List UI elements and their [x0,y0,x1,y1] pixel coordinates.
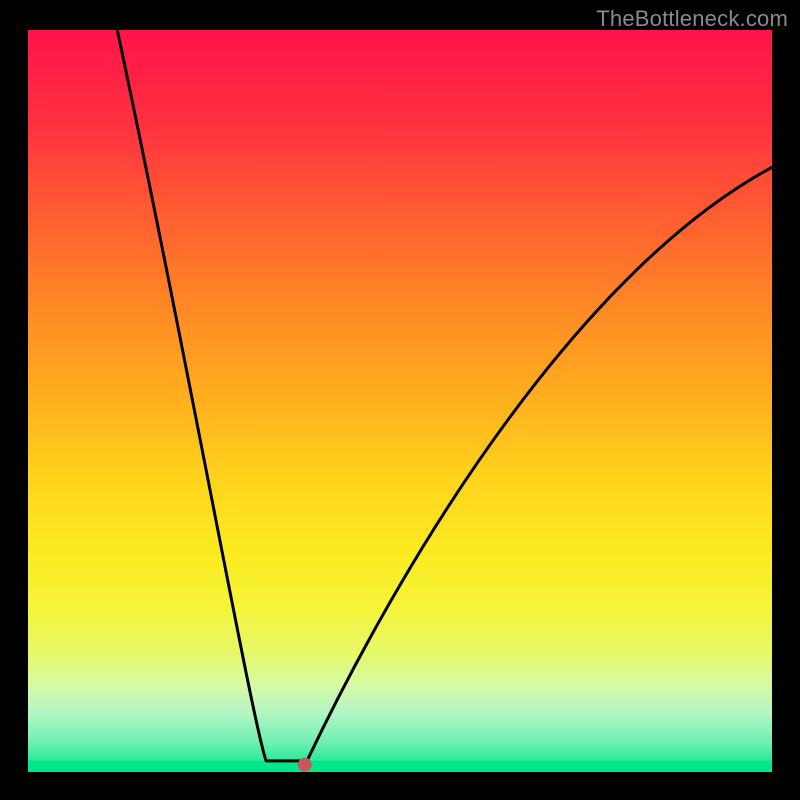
optimal-point-marker [298,758,312,772]
chart-container [28,30,772,772]
green-bottom-band [28,761,772,772]
chart-svg [28,30,772,772]
watermark-text: TheBottleneck.com [596,6,788,32]
